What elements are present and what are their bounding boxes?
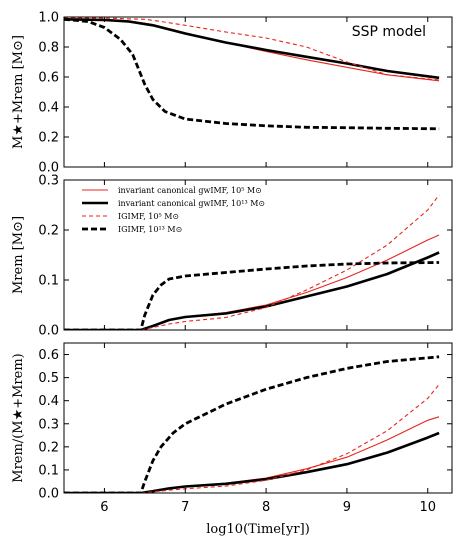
middle-panel: 0.0 0.1 0.2 0.3 Mrem [M⊙] invariant canonical…: [11, 174, 453, 339]
x-tick-label: 7: [181, 500, 189, 515]
y-axis-label: Mrem/(M★+Mrem): [11, 353, 26, 482]
y-tick-label: 0.0: [38, 324, 59, 339]
y-axis-label: M★+Mrem [M⊙]: [11, 35, 26, 149]
series-line-red-dashed: [64, 17, 440, 81]
y-axis-label: Mrem [M⊙]: [11, 216, 26, 294]
legend-label: IGIMF, 10¹³ M⊙: [118, 225, 182, 234]
series-line-red-dashed: [64, 384, 440, 493]
y-tick-label: 0.0: [38, 161, 59, 176]
y-tick-label: 1.0: [38, 11, 59, 26]
x-tick-label: 8: [262, 500, 270, 515]
legend-label: invariant canonical gwIMF, 10¹³ M⊙: [118, 199, 265, 208]
y-tick-label: 0.3: [38, 174, 59, 189]
y-tick-label: 0.6: [38, 71, 59, 86]
x-tick-label: 10: [419, 500, 436, 515]
y-tick-label: 0.2: [38, 131, 59, 146]
y-tick-label: 0.5: [38, 371, 59, 386]
y-tick-label: 0.8: [38, 41, 59, 56]
legend-label: invariant canonical gwIMF, 10⁵ M⊙: [118, 186, 262, 195]
plot-frame: [63, 16, 453, 168]
x-axis-label: log10(Time[yr]): [206, 522, 310, 537]
series-line-black-dashed: [64, 261, 440, 330]
legend-label: IGIMF, 10⁵ M⊙: [118, 212, 179, 221]
top-panel: 0.0 0.2 0.4 0.6 0.8 1.0 M★+Mrem [M⊙] SSP model: [11, 11, 453, 176]
y-tick-label: 0.2: [38, 224, 59, 239]
series-line-red-dashed: [64, 194, 440, 330]
x-tick-label: 9: [343, 500, 351, 515]
bottom-panel: 0.0 0.1 0.2 0.3 0.4 0.5 0.6 6 7 8 9 10 log10(Time[yr…: [11, 342, 453, 537]
y-tick-label: 0.4: [38, 394, 59, 409]
series-line-black-dashed: [64, 17, 440, 131]
series-line-black-solid: [64, 251, 440, 330]
series-line-black-dashed: [64, 355, 440, 493]
ssp-model-annotation: SSP model: [352, 24, 426, 40]
y-tick-label: 0.1: [38, 463, 59, 478]
y-tick-label: 0.0: [38, 487, 59, 502]
x-tick-label: 6: [100, 500, 108, 515]
series-line-red-solid: [64, 234, 440, 330]
y-tick-label: 0.1: [38, 274, 59, 289]
y-tick-label: 0.2: [38, 440, 59, 455]
y-tick-label: 0.3: [38, 417, 59, 432]
plot-frame: [63, 342, 453, 494]
plot-frame: [63, 179, 453, 331]
legend: invariant canonical gwIMF, 10⁵ M⊙ invaria…: [82, 186, 265, 234]
y-tick-label: 0.4: [38, 101, 59, 116]
y-tick-label: 0.6: [38, 348, 59, 363]
